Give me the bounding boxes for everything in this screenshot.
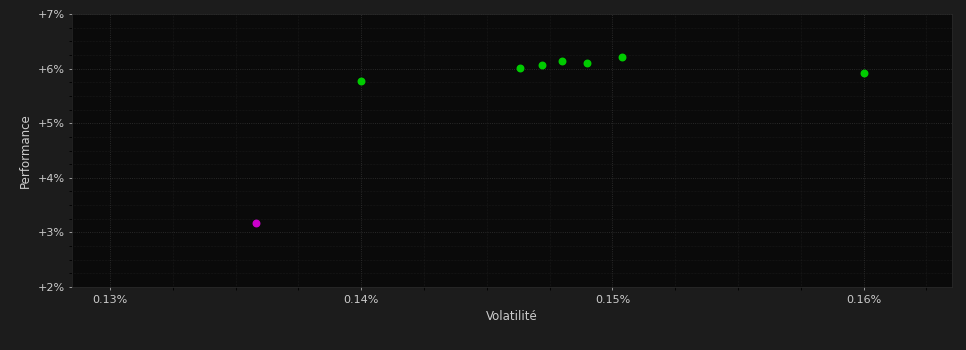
Point bbox=[614, 54, 630, 60]
Point bbox=[856, 70, 871, 76]
Point bbox=[554, 58, 570, 64]
Point bbox=[248, 220, 264, 225]
Point bbox=[580, 60, 595, 66]
Point bbox=[512, 65, 527, 70]
Point bbox=[534, 63, 550, 68]
X-axis label: Volatilité: Volatilité bbox=[486, 310, 538, 323]
Y-axis label: Performance: Performance bbox=[19, 113, 32, 188]
Point bbox=[354, 78, 369, 84]
